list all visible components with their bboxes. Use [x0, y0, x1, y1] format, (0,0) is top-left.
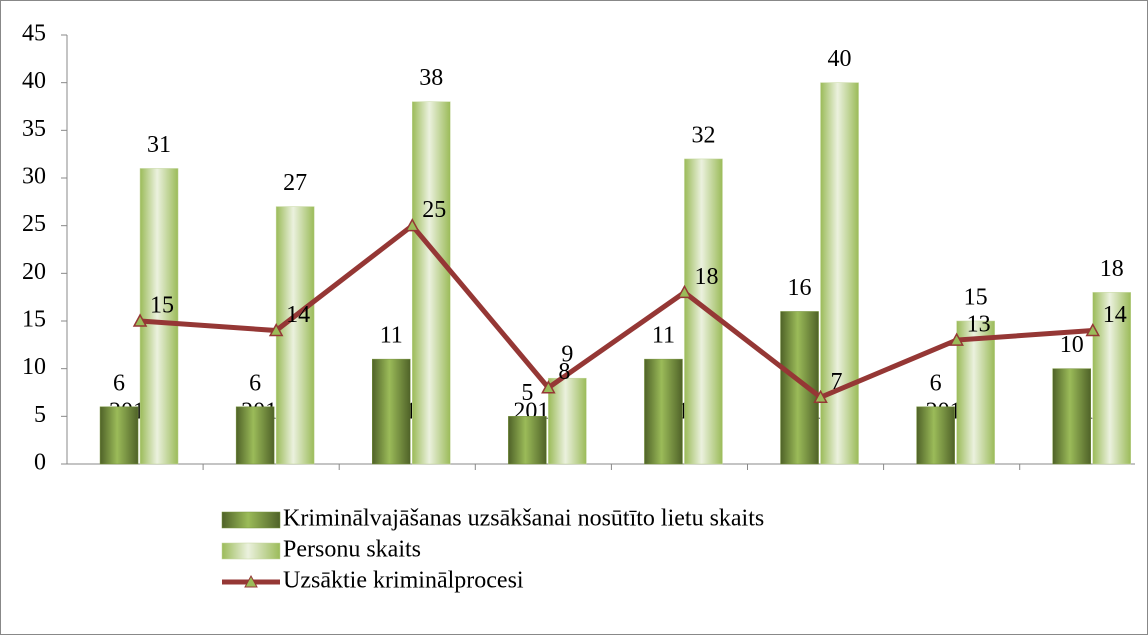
data-label: 18 [1100, 256, 1124, 282]
bar [820, 82, 859, 465]
y-tick-label: 15 [22, 307, 46, 333]
data-label: 6 [113, 370, 125, 396]
data-label: 13 [967, 312, 991, 338]
legend-label: Personu skaits [283, 537, 421, 563]
legend-label: Kriminālvajāšanas uzsākšanai nosūtīto li… [283, 506, 764, 532]
data-label: 15 [964, 285, 988, 311]
marker [1085, 322, 1101, 337]
marker [541, 380, 556, 394]
marker [677, 284, 692, 299]
data-label: 40 [828, 46, 852, 72]
y-tick-label: 5 [34, 402, 46, 428]
legend-label: Uzsāktie kriminālprocesi [283, 568, 524, 594]
bar [684, 158, 723, 465]
bar [235, 406, 275, 465]
data-label: 8 [558, 359, 570, 385]
data-label: 27 [283, 170, 307, 196]
bar [956, 320, 995, 465]
y-tick-label: 35 [22, 116, 46, 142]
data-label: 14 [1103, 302, 1127, 328]
data-label: 11 [380, 323, 403, 349]
data-label: 32 [691, 122, 715, 148]
bar [508, 416, 547, 465]
data-label: 6 [930, 370, 942, 396]
data-label: 25 [422, 197, 446, 223]
marker [132, 313, 148, 327]
data-label: 31 [147, 132, 171, 158]
line [139, 222, 1093, 401]
marker [813, 389, 828, 404]
data-label: 38 [419, 65, 443, 91]
data-label: 6 [249, 370, 261, 396]
bar [780, 311, 819, 465]
data-label: 5 [521, 380, 533, 406]
bar [412, 101, 451, 465]
legend-symbol [221, 542, 281, 560]
marker [268, 322, 284, 337]
data-label: 11 [652, 323, 675, 349]
bar [372, 358, 411, 465]
bar [1052, 368, 1091, 465]
y-tick-label: 25 [22, 211, 46, 237]
bar [916, 406, 955, 465]
bar [1092, 292, 1131, 465]
data-label: 14 [286, 302, 310, 328]
y-tick-label: 40 [22, 68, 46, 94]
data-label: 10 [1060, 332, 1084, 358]
data-label: 7 [831, 369, 843, 395]
y-tick-label: 0 [34, 450, 46, 476]
y-tick-label: 30 [22, 164, 46, 190]
data-label: 16 [788, 275, 812, 301]
y-tick-label: 10 [22, 354, 46, 380]
legend-symbol [221, 511, 281, 529]
data-label: 9 [561, 342, 573, 368]
marker [404, 218, 420, 232]
data-label: 18 [694, 264, 718, 290]
marker [949, 332, 964, 346]
bar [99, 406, 139, 465]
bar [644, 358, 683, 465]
legend-marker [244, 574, 258, 588]
y-tick-label: 20 [22, 259, 46, 285]
bar [139, 168, 179, 465]
data-label: 15 [150, 293, 174, 319]
y-tick-label: 45 [22, 21, 46, 47]
